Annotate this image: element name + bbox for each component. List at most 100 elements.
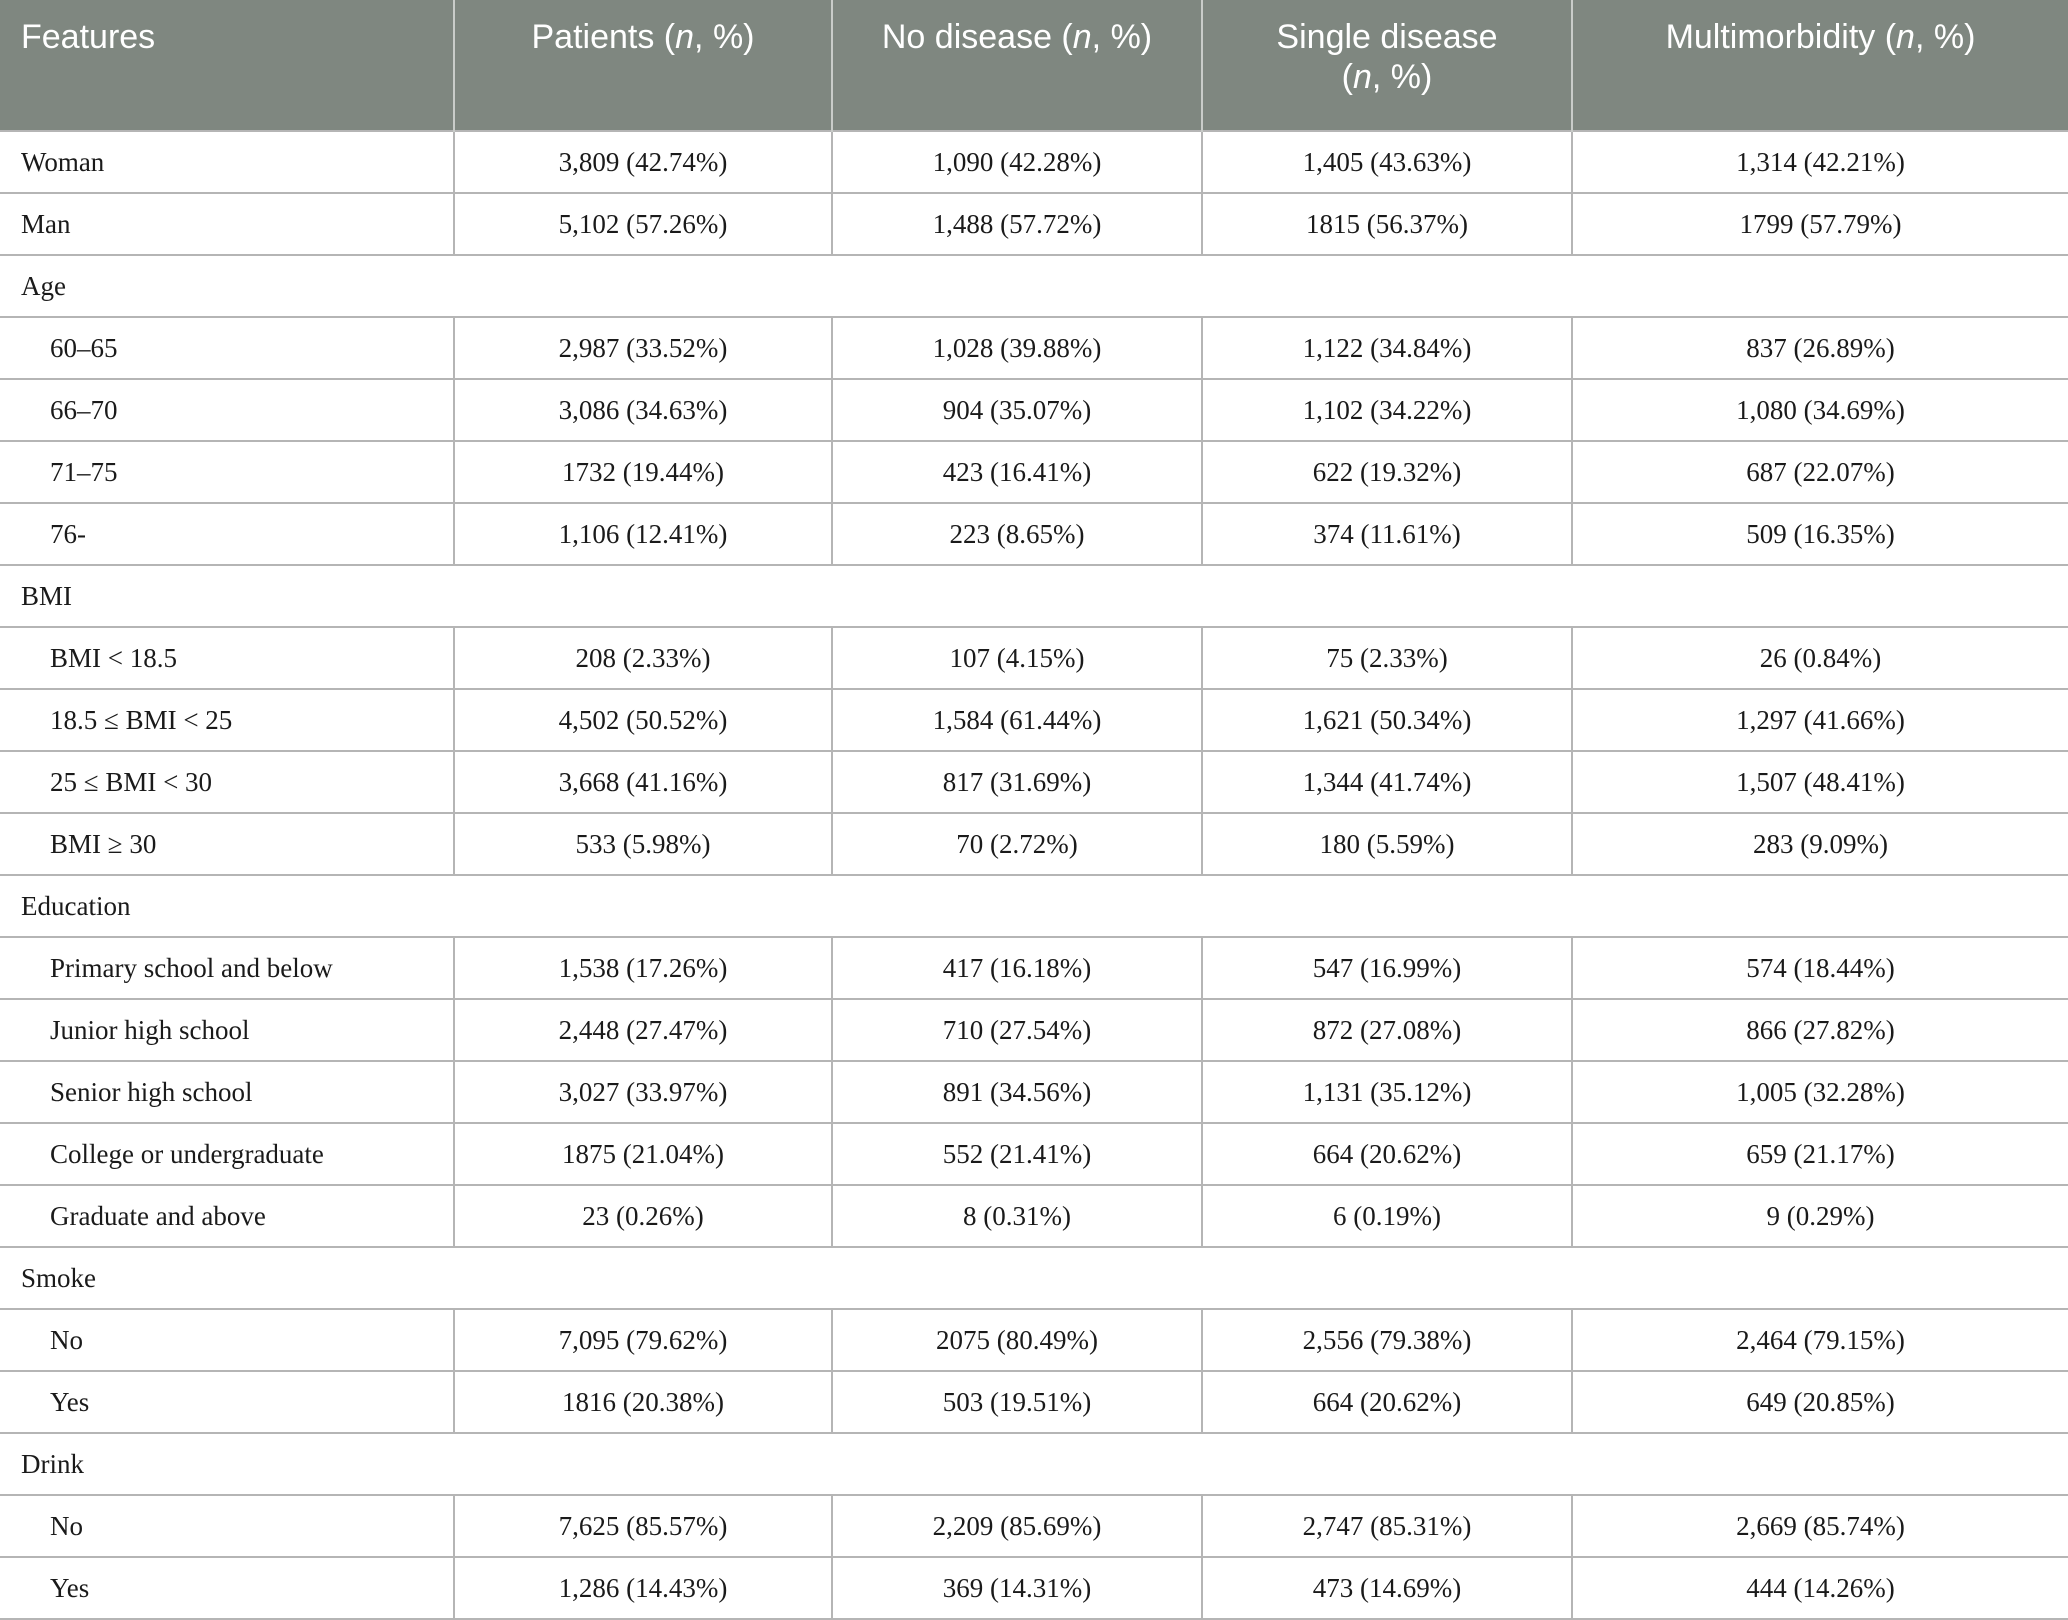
patients-cell: 5,102 (57.26%) <box>454 193 833 256</box>
patients-cell: 3,809 (42.74%) <box>454 130 833 194</box>
table-row: Man 5,102 (57.26%) 1,488 (57.72%) 1815 (56.… <box>0 193 2068 256</box>
single-disease-cell: 1,131 (35.12%) <box>1202 1061 1573 1124</box>
header-patients-n: n <box>675 18 695 56</box>
no-disease-cell: 423 (16.41%) <box>832 441 1203 504</box>
row-label: Yes <box>0 1557 455 1620</box>
table-group-row: Education <box>0 875 2068 938</box>
single-disease-cell: 473 (14.69%) <box>1202 1557 1573 1620</box>
table-row: Junior high school 2,448 (27.47%) 710 (27.… <box>0 999 2068 1062</box>
header-no-disease-text-b: , %) <box>1091 18 1153 56</box>
table-row: Woman 3,809 (42.74%) 1,090 (42.28%) 1,405 (… <box>0 130 2068 194</box>
row-label: Woman <box>0 130 455 194</box>
multimorbidity-cell: 9 (0.29%) <box>1572 1185 2068 1248</box>
header-features-text: Features <box>21 18 156 56</box>
single-disease-cell: 1,102 (34.22%) <box>1202 379 1573 442</box>
single-disease-cell: 1815 (56.37%) <box>1202 193 1573 256</box>
no-disease-cell: 503 (19.51%) <box>832 1371 1203 1434</box>
multimorbidity-cell: 2,669 (85.74%) <box>1572 1495 2068 1558</box>
row-label: 66–70 <box>0 379 455 442</box>
no-disease-cell: 1,488 (57.72%) <box>832 193 1203 256</box>
patients-cell: 7,625 (85.57%) <box>454 1495 833 1558</box>
no-disease-cell: 417 (16.18%) <box>832 937 1203 1000</box>
header-single-disease-n: n <box>1352 58 1372 96</box>
header-patients-text-a: Patients ( <box>531 18 676 56</box>
patients-cell: 2,987 (33.52%) <box>454 317 833 380</box>
header-no-disease: No disease (n, %) <box>832 0 1203 131</box>
multimorbidity-cell: 1,005 (32.28%) <box>1572 1061 2068 1124</box>
multimorbidity-cell: 1,080 (34.69%) <box>1572 379 2068 442</box>
row-label: No <box>0 1495 455 1558</box>
multimorbidity-cell: 649 (20.85%) <box>1572 1371 2068 1434</box>
row-label: No <box>0 1309 455 1372</box>
row-label: Graduate and above <box>0 1185 455 1248</box>
single-disease-cell: 872 (27.08%) <box>1202 999 1573 1062</box>
no-disease-cell: 710 (27.54%) <box>832 999 1203 1062</box>
table-row: 66–70 3,086 (34.63%) 904 (35.07%) 1,102 (34… <box>0 379 2068 442</box>
single-disease-cell: 6 (0.19%) <box>1202 1185 1573 1248</box>
no-disease-cell: 904 (35.07%) <box>832 379 1203 442</box>
patients-cell: 3,086 (34.63%) <box>454 379 833 442</box>
single-disease-cell: 374 (11.61%) <box>1202 503 1573 566</box>
row-label: BMI ≥ 30 <box>0 813 455 876</box>
header-multimorbidity-text-a: Multimorbidity ( <box>1665 18 1897 56</box>
multimorbidity-cell: 687 (22.07%) <box>1572 441 2068 504</box>
table-row: No 7,625 (85.57%) 2,209 (85.69%) 2,747 (85.… <box>0 1495 2068 1558</box>
multimorbidity-cell: 26 (0.84%) <box>1572 627 2068 690</box>
multimorbidity-cell: 1799 (57.79%) <box>1572 193 2068 256</box>
row-label: Senior high school <box>0 1061 455 1124</box>
no-disease-cell: 1,584 (61.44%) <box>832 689 1203 752</box>
table-group-row: Drink <box>0 1433 2068 1496</box>
patients-cell: 1875 (21.04%) <box>454 1123 833 1186</box>
single-disease-cell: 1,344 (41.74%) <box>1202 751 1573 814</box>
group-label: Age <box>0 255 2068 318</box>
multimorbidity-cell: 574 (18.44%) <box>1572 937 2068 1000</box>
header-no-disease-text-a: No disease ( <box>881 18 1073 56</box>
no-disease-cell: 70 (2.72%) <box>832 813 1203 876</box>
row-label: 60–65 <box>0 317 455 380</box>
single-disease-cell: 664 (20.62%) <box>1202 1371 1573 1434</box>
patients-cell: 4,502 (50.52%) <box>454 689 833 752</box>
single-disease-cell: 180 (5.59%) <box>1202 813 1573 876</box>
header-single-disease-text-a: Single disease <box>1276 18 1498 56</box>
multimorbidity-cell: 866 (27.82%) <box>1572 999 2068 1062</box>
group-label: BMI <box>0 565 2068 628</box>
patients-cell: 1816 (20.38%) <box>454 1371 833 1434</box>
patients-cell: 2,448 (27.47%) <box>454 999 833 1062</box>
multimorbidity-cell: 444 (14.26%) <box>1572 1557 2068 1620</box>
header-patients: Patients (n, %) <box>454 0 833 131</box>
patients-cell: 1,286 (14.43%) <box>454 1557 833 1620</box>
single-disease-cell: 664 (20.62%) <box>1202 1123 1573 1186</box>
group-label: Education <box>0 875 2068 938</box>
patients-cell: 1732 (19.44%) <box>454 441 833 504</box>
single-disease-cell: 1,405 (43.63%) <box>1202 130 1573 194</box>
no-disease-cell: 1,028 (39.88%) <box>832 317 1203 380</box>
row-label: BMI < 18.5 <box>0 627 455 690</box>
table-row: Yes 1,286 (14.43%) 369 (14.31%) 473 (14.69%… <box>0 1557 2068 1620</box>
patients-cell: 1,106 (12.41%) <box>454 503 833 566</box>
multimorbidity-cell: 1,507 (48.41%) <box>1572 751 2068 814</box>
header-multimorbidity-n: n <box>1896 18 1915 56</box>
group-label: Drink <box>0 1433 2068 1496</box>
table-group-row: BMI <box>0 565 2068 628</box>
table-row: No 7,095 (79.62%) 2075 (80.49%) 2,556 (79.3… <box>0 1309 2068 1372</box>
table-row: Graduate and above 23 (0.26%) 8 (0.31%) 6 (… <box>0 1185 2068 1248</box>
table-row: BMI < 18.5 208 (2.33%) 107 (4.15%) 75 (2.33… <box>0 627 2068 690</box>
multimorbidity-cell: 283 (9.09%) <box>1572 813 2068 876</box>
header-multimorbidity: Multimorbidity (n, %) <box>1572 0 2068 131</box>
row-label: 25 ≤ BMI < 30 <box>0 751 455 814</box>
table-row: 76- 1,106 (12.41%) 223 (8.65%) 374 (11.61%)… <box>0 503 2068 566</box>
single-disease-cell: 547 (16.99%) <box>1202 937 1573 1000</box>
table-row: 71–75 1732 (19.44%) 423 (16.41%) 622 (19.32… <box>0 441 2068 504</box>
table-row: 25 ≤ BMI < 30 3,668 (41.16%) 817 (31.69%) 1… <box>0 751 2068 814</box>
row-label: Yes <box>0 1371 455 1434</box>
no-disease-cell: 817 (31.69%) <box>832 751 1203 814</box>
single-disease-cell: 1,122 (34.84%) <box>1202 317 1573 380</box>
table-row: Primary school and below 1,538 (17.26%) 41… <box>0 937 2068 1000</box>
table-group-row: Age <box>0 255 2068 318</box>
patients-cell: 208 (2.33%) <box>454 627 833 690</box>
table-body: Woman 3,809 (42.74%) 1,090 (42.28%) 1,405 (… <box>0 130 2068 1620</box>
header-single-disease-text-c: , %) <box>1371 58 1433 96</box>
patients-cell: 1,538 (17.26%) <box>454 937 833 1000</box>
no-disease-cell: 2075 (80.49%) <box>832 1309 1203 1372</box>
patients-cell: 533 (5.98%) <box>454 813 833 876</box>
